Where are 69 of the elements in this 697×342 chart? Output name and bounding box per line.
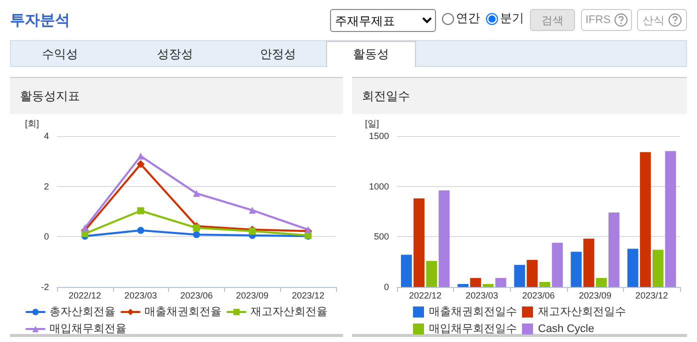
- x-tick-label: 2023/12: [292, 290, 324, 300]
- y-tick-label: 1500: [368, 131, 389, 141]
- bar: [583, 238, 594, 287]
- bar: [627, 248, 638, 287]
- text: 투자분석: [10, 11, 70, 30]
- point: [81, 224, 88, 232]
- text: 검색: [542, 14, 564, 28]
- legend-label: 매입채무회전일수: [429, 323, 517, 335]
- bar: [539, 282, 550, 287]
- bar: [482, 284, 494, 287]
- text: IFRS: [585, 14, 611, 26]
- point: [248, 206, 256, 214]
- x-tick-label: 2022/12: [68, 290, 102, 300]
- legend-label: 재고자산회전일수: [538, 306, 626, 318]
- legend-label: Cash Cycle: [538, 323, 594, 335]
- legend-label: 매출채권회전일수: [429, 306, 517, 318]
- x-tick-label: 2023/03: [466, 290, 498, 300]
- y-tick-label: 1000: [368, 181, 389, 192]
- y-tick-label: 2: [44, 181, 49, 192]
- point: [137, 152, 144, 160]
- bar: [552, 242, 563, 287]
- bar: [596, 278, 607, 287]
- text: 분기: [499, 10, 524, 27]
- x-tick-label: 2022/12: [409, 290, 442, 300]
- x-tick-label: 2023/09: [236, 290, 269, 300]
- point: [193, 231, 200, 238]
- x-tick-label: 2023/09: [578, 290, 612, 300]
- legend-label: 재고자산회전율: [250, 306, 328, 318]
- point: [137, 207, 144, 214]
- point: [136, 160, 145, 168]
- legend-label: 총자산회전율: [50, 306, 116, 318]
- bar: [640, 152, 651, 287]
- point: [193, 190, 200, 197]
- text: 성장성: [156, 46, 194, 62]
- chart-title: 회전일수: [352, 78, 687, 114]
- legend-label: 매출채권회전율: [144, 306, 222, 318]
- bar: [470, 278, 482, 287]
- text: 연간: [455, 10, 480, 27]
- text: 안정성: [259, 46, 297, 62]
- chart-title: 활동성지표: [10, 78, 343, 114]
- bar: [414, 198, 424, 287]
- y-tick-label: 0: [44, 232, 49, 242]
- y-tick-label: 4: [44, 131, 49, 141]
- x-tick-label: 2023/06: [522, 290, 555, 300]
- bar: [426, 260, 438, 287]
- text: 산식: [642, 14, 664, 28]
- y-tick-label: 500: [374, 232, 389, 242]
- text: 활동성: [326, 41, 416, 67]
- y-tick-label: 0: [384, 282, 389, 292]
- bar: [458, 284, 468, 287]
- text: 주재무제표: [330, 9, 436, 32]
- y-tick-label: -2: [40, 282, 49, 292]
- y-axis-title: [일]: [364, 118, 379, 128]
- bar: [438, 190, 450, 287]
- text: 수익성: [41, 46, 79, 62]
- bar: [526, 260, 538, 287]
- y-axis-title: [회]: [24, 118, 39, 128]
- x-tick-label: 2023/03: [124, 290, 157, 300]
- bar: [608, 212, 620, 287]
- bar: [652, 250, 664, 287]
- legend-label: 매입채무회전율: [50, 323, 126, 335]
- bar: [514, 264, 526, 287]
- bar: [495, 278, 506, 287]
- bar: [400, 254, 412, 287]
- bar: [570, 252, 582, 287]
- x-tick-label: 2023/06: [180, 290, 213, 300]
- bar: [665, 151, 676, 287]
- point: [137, 226, 144, 234]
- x-tick-label: 2023/12: [635, 290, 668, 300]
